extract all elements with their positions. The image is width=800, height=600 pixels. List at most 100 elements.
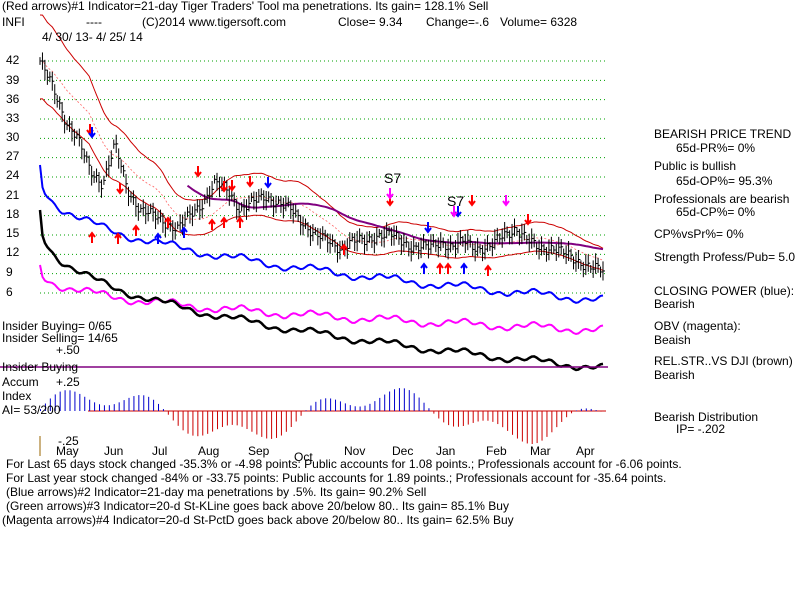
public-status: Public is bullish <box>654 159 737 173</box>
footer-65-day-summary: For Last 65 days stock changed -35.3% or… <box>6 457 682 471</box>
accum-bar <box>182 411 184 431</box>
accum-bar <box>108 405 110 411</box>
month-label: Oct <box>294 450 313 464</box>
accum-bar <box>492 411 494 422</box>
price-bars <box>39 52 605 281</box>
accum-bar <box>453 411 455 427</box>
sell-arrow <box>220 181 228 193</box>
sell-arrow <box>424 222 432 234</box>
y-tick-6: 6 <box>6 285 13 299</box>
accum-bar <box>207 411 209 434</box>
accum-bar <box>290 411 292 427</box>
cp-vs-pr: CP%vsPr%= 0% <box>654 227 744 241</box>
accum-bar <box>236 411 238 426</box>
middle-band <box>39 60 604 261</box>
accum-bar <box>251 411 253 432</box>
accum-bar <box>138 395 140 411</box>
accum-bar <box>398 388 400 411</box>
accum-bar <box>192 411 194 436</box>
buy-arrow <box>132 224 140 236</box>
accum-bar <box>467 411 469 425</box>
accum-bar <box>221 411 223 427</box>
accum-bar <box>364 405 366 411</box>
accum-bar <box>354 406 356 411</box>
accum-bar <box>561 411 563 422</box>
accum-bar <box>280 411 282 436</box>
sell-arrow <box>88 127 96 139</box>
accum-bar <box>231 411 233 425</box>
insider-selling-count: Insider Selling= 14/65 <box>2 331 118 345</box>
strength-ratio: Strength Profess/Pub= 5.0 <box>654 250 796 264</box>
close-value: Close= 9.34 <box>338 15 403 29</box>
accum-bar <box>521 411 523 442</box>
professionals-status: Professionals are bearish <box>654 192 790 206</box>
month-label: Nov <box>344 444 366 458</box>
ip-value: IP= -.202 <box>676 422 726 436</box>
accum-bar <box>266 411 268 439</box>
accum-bar <box>271 411 273 439</box>
month-label: May <box>56 444 79 458</box>
accum-label: Accum <box>2 375 39 389</box>
accum-bar <box>153 399 155 411</box>
distribution-label: Bearish Distribution <box>654 410 759 424</box>
accum-bar <box>310 405 312 411</box>
accum-bar <box>502 411 504 428</box>
accum-bar <box>536 411 538 444</box>
month-label: Jan <box>436 444 456 458</box>
month-label: Apr <box>576 444 595 458</box>
accum-bar <box>143 395 145 411</box>
accum-bar <box>226 411 228 426</box>
accum-bar <box>516 411 518 439</box>
accum-bar <box>507 411 509 431</box>
indicator-2-description: (Blue arrows)#2 Indicator=21-day ma pene… <box>6 485 427 499</box>
accum-bar <box>595 410 597 411</box>
accum-bar <box>59 391 61 411</box>
accum-bar <box>413 393 415 411</box>
sell-arrow <box>264 177 272 189</box>
footer-year-summary: For Last year stock changed -84% or -33.… <box>6 471 667 485</box>
accum-bar <box>172 411 174 421</box>
upper-band <box>39 14 604 249</box>
accum-bar <box>472 411 474 423</box>
accum-bar <box>197 411 199 437</box>
accum-bar <box>246 411 248 430</box>
buy-arrow <box>460 262 468 274</box>
date-range: 4/ 30/ 13- 4/ 25/ 14 <box>42 30 143 44</box>
buy-arrow <box>164 216 172 228</box>
accum-bar <box>158 403 160 411</box>
y-tick-36: 36 <box>6 92 20 106</box>
relstr-value: Bearish <box>654 368 695 382</box>
accum-bar <box>344 403 346 411</box>
accum-bar <box>526 411 528 444</box>
buy-arrow <box>88 231 96 243</box>
accum-bar <box>541 411 543 441</box>
accum-bar <box>590 408 592 411</box>
accum-bar <box>44 403 46 411</box>
cp-value: 65d-CP%= 0% <box>676 205 756 219</box>
accum-bar <box>448 411 450 426</box>
accum-bar <box>394 389 396 411</box>
accum-bar <box>462 411 464 426</box>
closing-power-line <box>39 164 604 304</box>
volume-value: Volume= 6328 <box>500 15 578 29</box>
s7-annotation: S7 <box>447 193 465 209</box>
accum-bar <box>167 411 169 415</box>
indicator-1-description: (Red arrows)#1 Indicator=21-day Tiger Tr… <box>2 0 489 13</box>
indicator-4-description: (Magenta arrows)#4 Indicator=20-d St-Pct… <box>2 513 514 527</box>
accum-bar <box>202 411 204 436</box>
accum-bar <box>300 411 302 416</box>
accum-plus-25: +.25 <box>56 375 80 389</box>
copyright: (C)2014 www.tigersoft.com <box>142 15 287 29</box>
price-grid <box>40 60 605 294</box>
accum-bar <box>389 391 391 411</box>
accum-bar <box>443 411 445 423</box>
accum-bar <box>566 411 568 418</box>
insider-buying-count: Insider Buying= 0/65 <box>2 319 112 333</box>
y-tick-30: 30 <box>6 130 20 144</box>
accum-bar <box>89 399 91 411</box>
accum-bar <box>148 396 150 411</box>
accum-bar <box>54 394 56 411</box>
buy-arrow <box>444 262 452 274</box>
accum-bar <box>94 402 96 411</box>
y-tick-33: 33 <box>6 111 20 125</box>
